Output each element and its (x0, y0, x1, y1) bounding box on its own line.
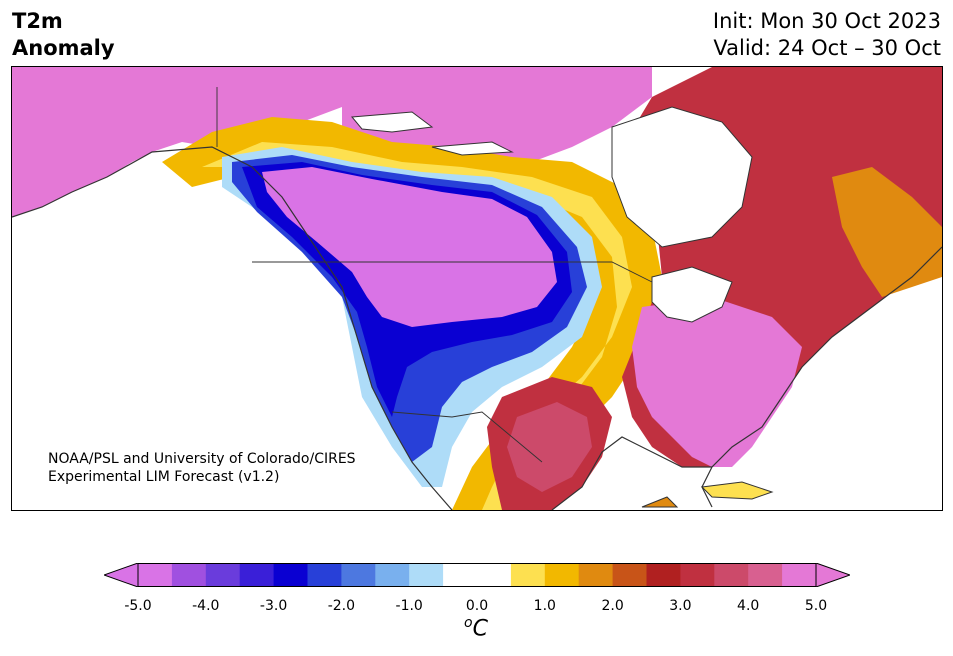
colorbar-bin (477, 563, 512, 587)
colorbar-bin (782, 563, 817, 587)
colorbar-bin (748, 563, 783, 587)
colorbar-bin (578, 563, 614, 587)
credit-line-1: NOAA/PSL and University of Colorado/CIRE… (48, 451, 356, 467)
colorbar-tick-label: 3.0 (669, 598, 692, 614)
colorbar (104, 563, 850, 587)
colorbar-bin (239, 563, 275, 587)
colorbar-bin (680, 563, 715, 587)
unit-superscript: o (464, 615, 473, 631)
arctic-islands (351, 111, 514, 156)
colorbar-bin (612, 563, 647, 587)
valid-range: Valid: 24 Oct – 30 Oct (713, 36, 941, 60)
credit-line-2: Experimental LIM Forecast (v1.2) (48, 469, 280, 485)
anomaly-region-extreme-cold (262, 167, 557, 327)
colorbar-tick-label: 1.0 (533, 598, 556, 614)
colorbar-tick-label: 2.0 (601, 598, 624, 614)
forecast-dates: Init: Mon 30 Oct 2023 Valid: 24 Oct – 30… (713, 8, 941, 62)
colorbar-tick-label: -2.0 (327, 598, 356, 614)
anomaly-region-southeast (632, 297, 802, 467)
map-panel (11, 66, 943, 511)
colorbar-bin (341, 563, 376, 587)
colorbar-outline (137, 563, 817, 587)
colorbar-tick-label: -5.0 (124, 598, 152, 614)
figure-title: T2m Anomaly (12, 8, 115, 62)
great-lakes (651, 266, 733, 323)
unit-letter: C (472, 616, 488, 642)
coastline-gulf (551, 436, 712, 510)
anomaly-region-alaska-warm (12, 67, 342, 217)
colorbar-bin (646, 563, 681, 587)
colorbar-bin (544, 563, 580, 587)
colorbar-bin (375, 563, 410, 587)
title-line-2: Anomaly (12, 36, 115, 60)
title-line-1: T2m (12, 9, 63, 33)
colorbar-tick-label: 0.0 (465, 598, 489, 614)
colorbar-extend-low (104, 563, 139, 587)
coastline-west (12, 146, 453, 510)
colorbar-unit: oC (464, 615, 488, 641)
colorbar-bin (138, 563, 173, 587)
colorbar-tick-label: 5.0 (804, 598, 828, 614)
anomaly-region-canada-north (342, 67, 652, 162)
anomaly-region-northeast-orange (832, 167, 942, 297)
anomaly-region-mexico-warm (507, 402, 592, 492)
colorbar-bin (714, 563, 749, 587)
anomaly-map (12, 67, 942, 510)
canada-us-border (252, 261, 653, 283)
colorbar-extend-high (815, 563, 850, 587)
colorbar-bin (510, 563, 546, 587)
colorbar-bin (307, 563, 342, 587)
colorbar-tick-label: -1.0 (395, 598, 423, 614)
caribbean-island (641, 496, 679, 508)
colorbar-tick-label: 4.0 (737, 598, 760, 614)
colorbar-bin (205, 563, 241, 587)
colorbar-bin (409, 563, 444, 587)
colorbar-tick-label: -3.0 (259, 598, 288, 614)
credit-text: NOAA/PSL and University of Colorado/CIRE… (48, 450, 356, 486)
colorbar-tick-label: -4.0 (192, 598, 220, 614)
colorbar-bin (171, 563, 207, 587)
init-date: Init: Mon 30 Oct 2023 (712, 9, 941, 33)
cuba (700, 481, 774, 500)
coastline-east (701, 246, 942, 508)
colorbar-bin (443, 563, 478, 587)
hudson-bay (611, 106, 753, 248)
colorbar-bin (273, 563, 308, 587)
us-mexico-border (391, 411, 543, 463)
